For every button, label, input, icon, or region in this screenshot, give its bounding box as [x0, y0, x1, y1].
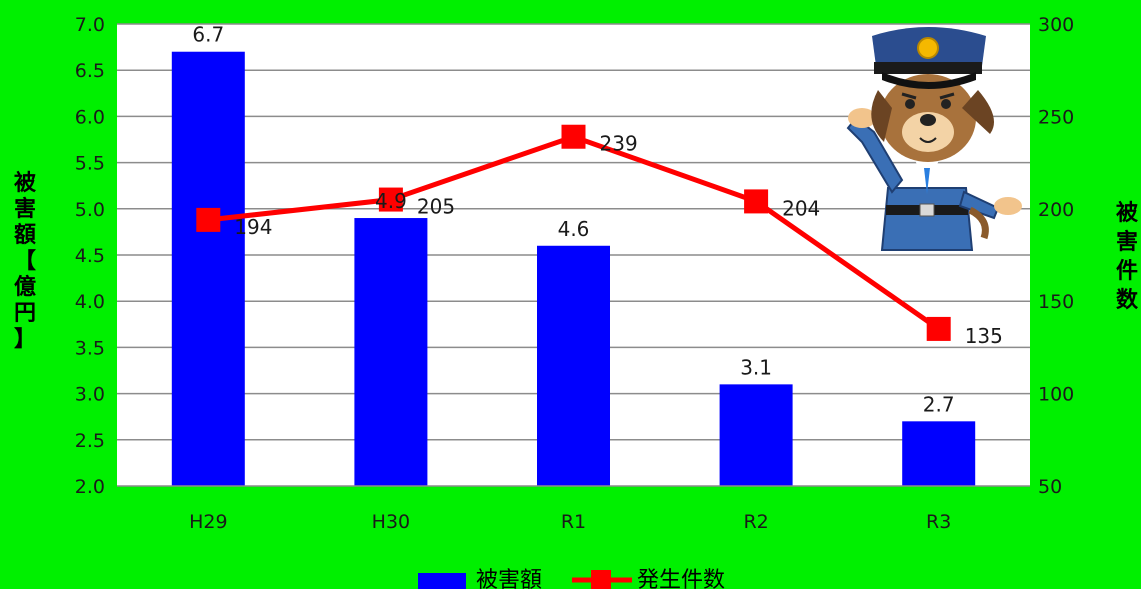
- left-tick-label: 5.0: [75, 199, 105, 221]
- legend-bar-label: 被害額: [476, 568, 542, 589]
- legend-bar-swatch: [418, 573, 466, 589]
- bar-data-label: 4.6: [558, 217, 590, 241]
- line-data-label: 135: [965, 324, 1003, 348]
- category-label: H29: [189, 511, 227, 533]
- category-label: H30: [372, 511, 410, 533]
- category-axis: H29 H30 R1 R2 R3: [189, 511, 951, 533]
- line-marker: [196, 207, 221, 232]
- right-axis-ticks: 300 250 200 150 100 50: [1038, 14, 1074, 498]
- line-marker: [744, 189, 769, 214]
- line-data-label: 204: [782, 196, 820, 220]
- bar-data-label: 3.1: [740, 355, 772, 379]
- line-data-label: 205: [417, 195, 455, 219]
- bar-data-labels: 6.7 4.9 4.6 3.1 2.7: [192, 23, 954, 417]
- right-tick-label: 300: [1038, 14, 1074, 36]
- left-tick-label: 2.5: [75, 430, 105, 452]
- line-data-label: 194: [234, 215, 272, 239]
- right-tick-label: 150: [1038, 291, 1074, 313]
- left-tick-label: 3.5: [75, 337, 105, 359]
- line-data-label: 239: [600, 132, 638, 156]
- category-label: R2: [743, 511, 768, 533]
- line-data-labels: 194 205 239 204 135: [234, 132, 1003, 348]
- y-axis-right-title: 被害件数: [1116, 201, 1139, 313]
- legend: 被害額 発生件数: [418, 568, 725, 589]
- line-marker: [378, 187, 403, 212]
- line-marker: [561, 124, 586, 149]
- bar: [354, 218, 428, 487]
- right-tick-label: 250: [1038, 106, 1074, 128]
- left-tick-label: 3.0: [75, 384, 105, 406]
- police-dog-saluting-icon: [846, 27, 1022, 251]
- left-tick-label: 4.0: [75, 291, 105, 313]
- category-label: R3: [926, 511, 951, 533]
- legend-line-marker: [591, 570, 611, 589]
- left-tick-label: 2.0: [75, 476, 105, 498]
- bar-series: [171, 51, 976, 487]
- left-tick-label: 7.0: [75, 14, 105, 36]
- left-tick-label: 4.5: [75, 245, 105, 267]
- bar: [902, 421, 976, 486]
- line-series: [196, 124, 951, 341]
- category-label: R1: [561, 511, 586, 533]
- line-marker: [926, 316, 951, 341]
- bar: [171, 51, 245, 486]
- legend-line-label: 発生件数: [637, 568, 725, 589]
- bar-data-label: 2.7: [923, 392, 955, 416]
- left-axis-ticks: 7.0 6.5 6.0 5.5 5.0 4.5 4.0 3.5 3.0 2.5 2.0: [75, 14, 105, 498]
- left-tick-label: 6.5: [75, 60, 105, 82]
- bar-data-label: 4.9: [375, 189, 407, 213]
- bar: [719, 384, 793, 486]
- right-tick-label: 100: [1038, 384, 1074, 406]
- left-tick-label: 5.5: [75, 153, 105, 175]
- y-axis-left-title: 被害額【億円】: [14, 171, 37, 352]
- bar-data-label: 6.7: [192, 23, 224, 47]
- right-tick-label: 200: [1038, 199, 1074, 221]
- bar: [537, 245, 610, 486]
- right-tick-label: 50: [1038, 476, 1062, 498]
- left-tick-label: 6.0: [75, 106, 105, 128]
